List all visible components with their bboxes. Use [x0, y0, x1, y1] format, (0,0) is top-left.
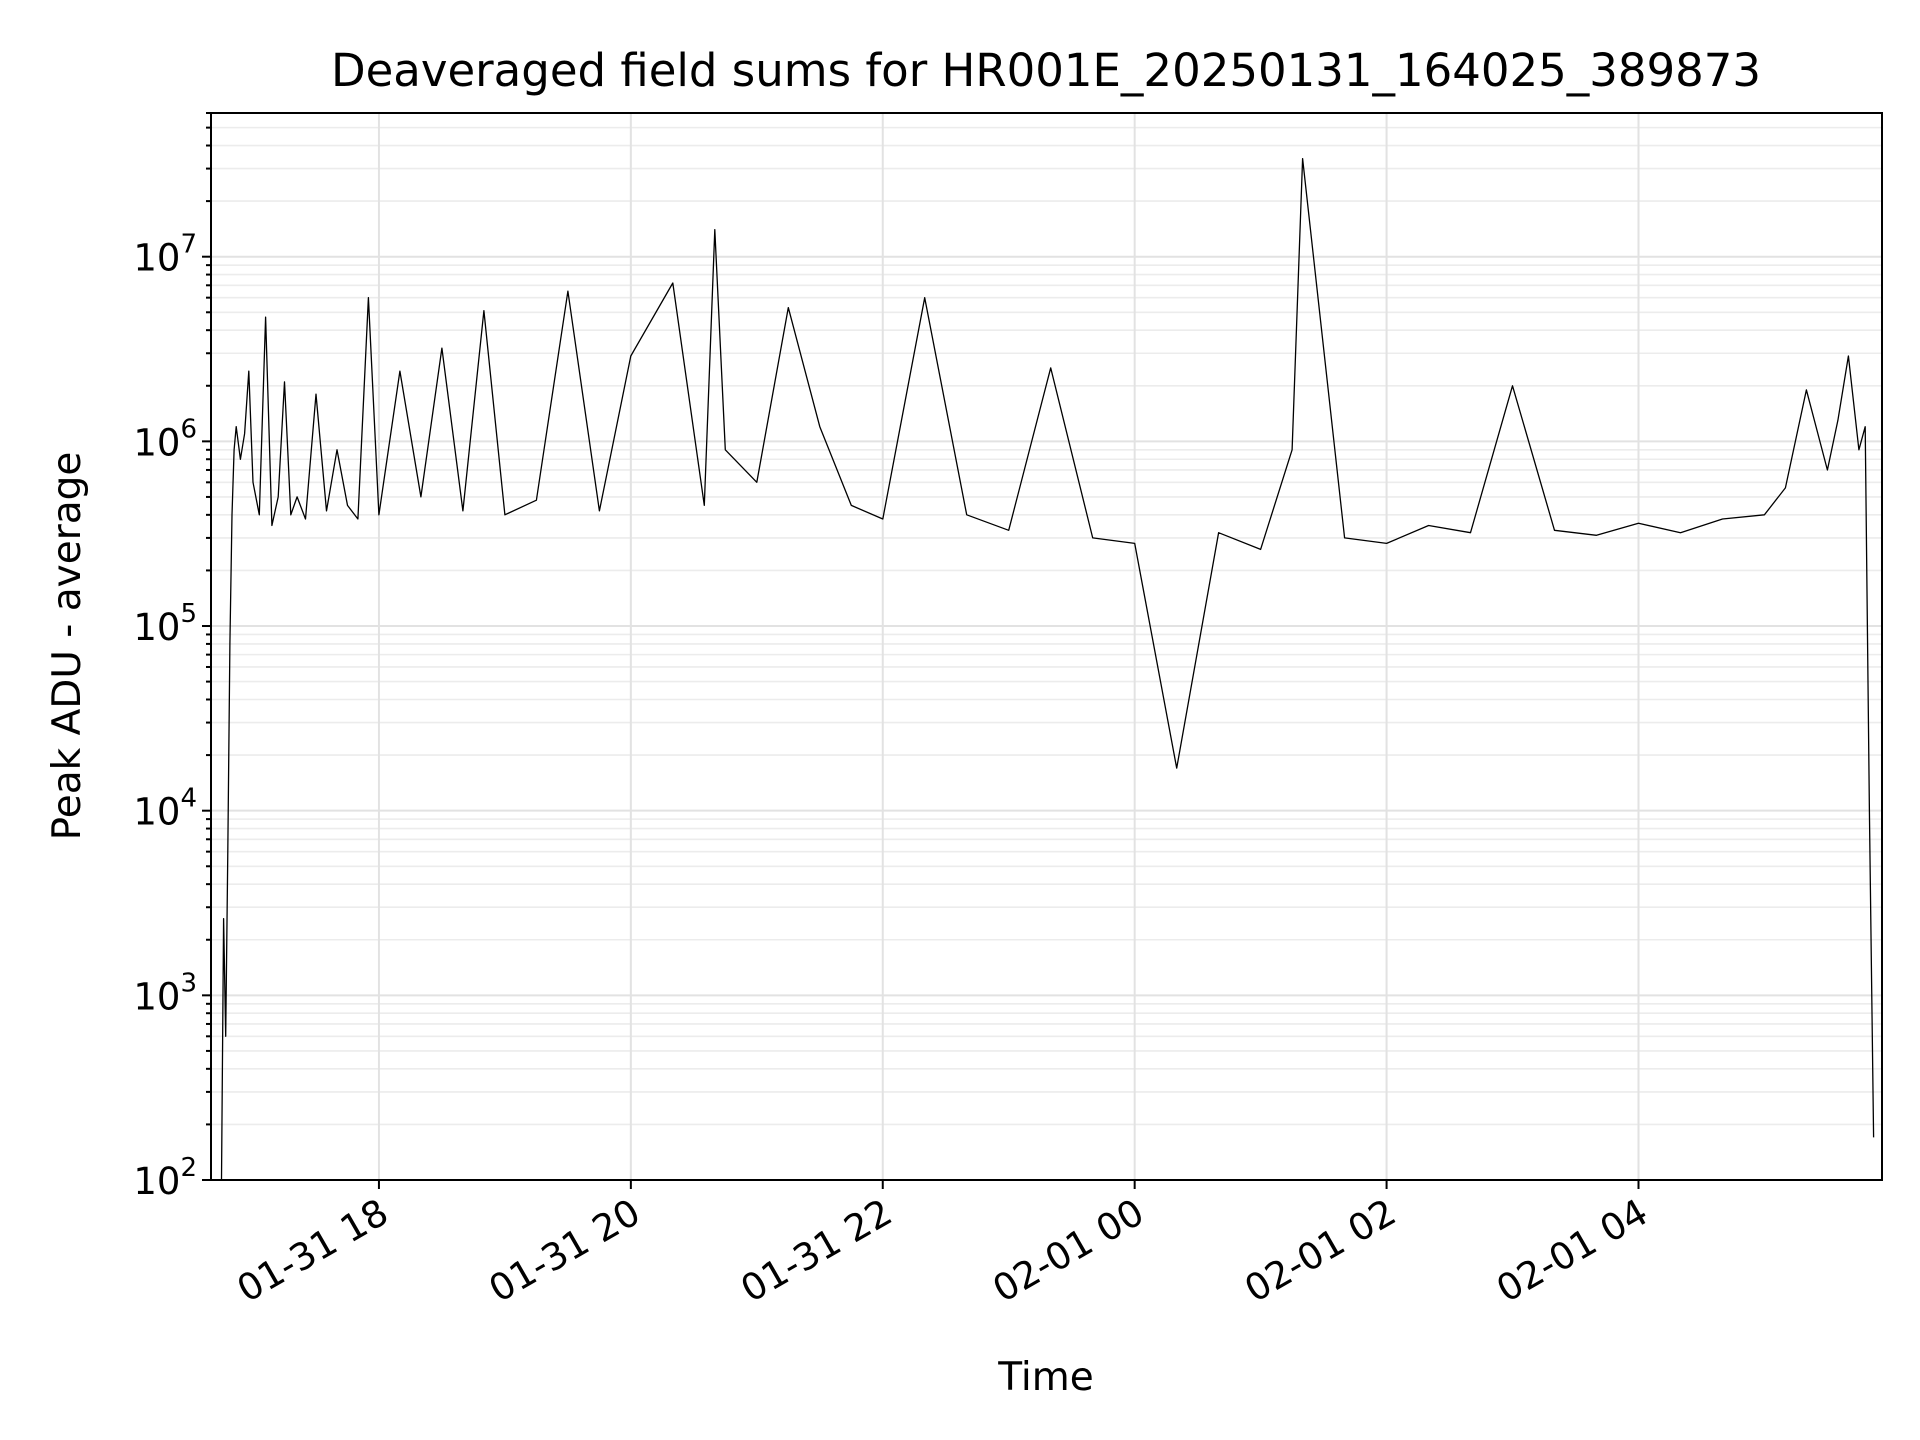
y-tick-label-base: 10 [133, 606, 180, 649]
y-tick-label-base: 10 [133, 1160, 180, 1203]
x-axis-label: Time [997, 1355, 1093, 1400]
y-tick-label-exponent: 5 [180, 599, 197, 629]
y-tick-label-exponent: 2 [180, 1153, 197, 1183]
y-tick-label-base: 10 [133, 237, 180, 280]
y-tick-label: 106 [133, 414, 197, 464]
y-tick-label: 103 [133, 968, 197, 1018]
plot-area-frame [210, 112, 1883, 1181]
y-tick-label: 107 [133, 230, 197, 280]
y-axis-label: Peak ADU - average [45, 452, 90, 841]
y-tick-label-base: 10 [133, 975, 180, 1018]
y-tick-label: 105 [133, 599, 197, 649]
y-tick-label-base: 10 [133, 421, 180, 464]
y-tick-label-exponent: 3 [180, 968, 197, 998]
series-layer [220, 157, 1875, 1181]
y-tick-label-exponent: 6 [180, 414, 197, 444]
chart-title: Deaveraged field sums for HR001E_2025013… [331, 44, 1761, 97]
y-tick-label-exponent: 7 [180, 230, 197, 260]
y-tick-label: 104 [133, 784, 197, 834]
series-line [220, 157, 1875, 1181]
y-tick-label-exponent: 4 [180, 784, 197, 814]
y-tick-label-base: 10 [133, 791, 180, 834]
grid [211, 112, 1882, 1181]
y-tick-label: 102 [133, 1153, 197, 1203]
